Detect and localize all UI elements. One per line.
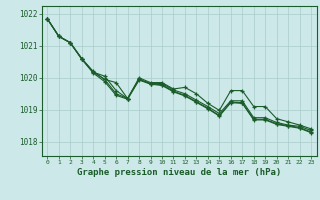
X-axis label: Graphe pression niveau de la mer (hPa): Graphe pression niveau de la mer (hPa) [77,168,281,177]
